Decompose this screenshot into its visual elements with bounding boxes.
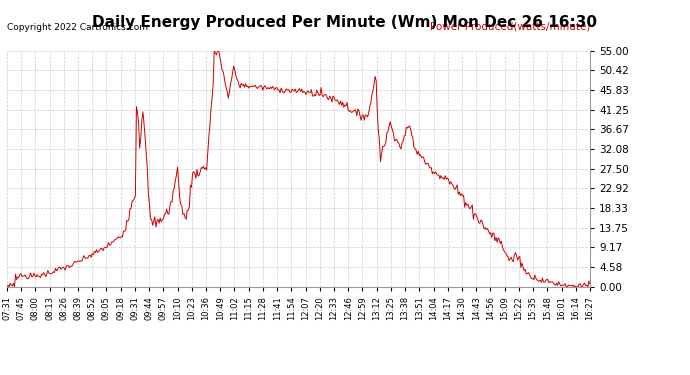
Text: Copyright 2022 Cartronics.com: Copyright 2022 Cartronics.com (7, 23, 148, 32)
Text: Power Produced(watts/minute): Power Produced(watts/minute) (430, 22, 590, 32)
Text: Daily Energy Produced Per Minute (Wm) Mon Dec 26 16:30: Daily Energy Produced Per Minute (Wm) Mo… (92, 15, 598, 30)
